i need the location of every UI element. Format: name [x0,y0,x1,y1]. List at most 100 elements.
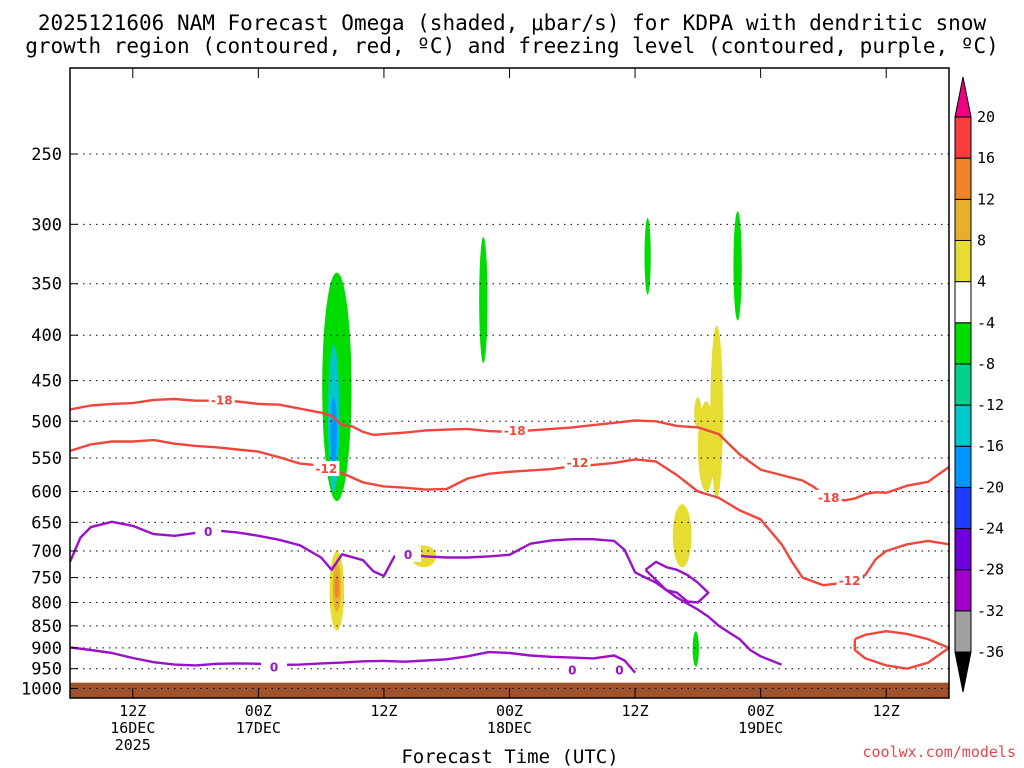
omega-red-core [334,574,339,598]
xtick-label-66-2: 19DEC [738,719,783,737]
ytick-label-900: 900 [31,639,62,659]
contour--18C [69,397,950,502]
ytick-label-850: 850 [31,617,62,637]
xtick-label-18-1: 00Z [245,702,272,720]
colorbar-label-0: -36 [977,643,1004,661]
colorbar-label-13: 20 [977,108,995,126]
xtick-label-42-2: 18DEC [487,719,532,737]
colorbar-label-9: 4 [977,273,986,291]
colorbar-bottom-arrow [954,651,972,693]
contour-label-freezing-upper-1: 0 [404,548,412,562]
contour-label--18C-0: -18 [211,394,233,408]
xtick-label-30-1: 12Z [370,702,397,720]
contour-label-bg-freezing-upper-2 [606,662,633,678]
colorbar-label-7: -8 [977,355,995,373]
colorbar-box-2 [954,528,972,571]
colorbar-label-6: -12 [977,396,1004,414]
contour-label--18C-2: -18 [818,491,840,505]
colorbar-label-1: -32 [977,602,1004,620]
colorbar-label-10: 8 [977,231,986,249]
ytick-label-300: 300 [31,215,62,235]
omega-yellow-6 [710,325,723,498]
plot-frame [69,67,950,699]
contour-label-bg-freezing-upper-0 [195,523,222,539]
omega-green-5 [692,631,699,667]
contour-label-freezing-lower-1: 0 [568,664,576,678]
colorbar-box-4 [954,445,972,488]
chart-title-line2: growth region (contoured, red, ºC) and f… [25,34,999,58]
contour-label-bg-freezing-lower-1 [559,662,586,678]
contour-label-freezing-upper-2: 0 [615,664,623,678]
omega-yellow-5 [672,504,692,568]
ytick-label-550: 550 [31,449,62,469]
credit-text: coolwx.com/models [862,743,1016,761]
colorbar-label-4: -20 [977,478,1004,496]
ytick-label-700: 700 [31,542,62,562]
colorbar: -36 -32 -28 -24 -20 -16 -12 -8 -4 4 8 12 16 20 [954,76,1004,693]
colorbar-box-11 [954,157,972,200]
colorbar-box-8 [954,281,972,324]
colorbar-box-5 [954,404,972,447]
omega-blue-core [330,397,337,465]
ytick-label-450: 450 [31,372,62,392]
colorbar-label-3: -24 [977,520,1004,538]
contour-label-bg--12C-1 [564,454,591,470]
xtick-label-66-1: 00Z [747,702,774,720]
chart-title-line1: 2025121606 NAM Forecast Omega (shaded, μ… [38,11,987,35]
colorbar-box-12 [954,116,972,159]
colorbar-label-2: -28 [977,561,1004,579]
xtick-label-6-2: 16DEC [110,719,155,737]
colorbar-box-1 [954,569,972,612]
omega-green-3 [644,217,651,295]
contour-label--12C-2: -12 [839,574,861,588]
colorbar-box-9 [954,239,972,283]
ytick-label-400: 400 [31,326,62,346]
colorbar-top-arrow [954,76,972,118]
ytick-label-350: 350 [31,275,62,295]
contour-label-bg--18C-1 [501,423,528,439]
contour-freezing-loop [644,560,710,604]
colorbar-label-12: 16 [977,149,995,167]
omega-yellow-3 [697,401,715,492]
ytick-label-750: 750 [31,569,62,589]
xtick-label-78-1: 12Z [873,702,900,720]
omega-yellow-4 [694,397,702,429]
colorbar-box-3 [954,486,972,530]
colorbar-label-11: 12 [977,190,995,208]
ytick-label-500: 500 [31,412,62,432]
xtick-label-54-1: 12Z [622,702,649,720]
contour-label-bg--18C-0 [208,392,235,408]
colorbar-box-10 [954,198,972,241]
contour-label--18C-1: -18 [504,424,526,438]
colorbar-box-0 [954,610,972,653]
ytick-label-1000: 1000 [21,679,62,699]
contour-label--12C-0: -12 [316,462,338,476]
xtick-label-42-1: 00Z [496,702,523,720]
omega-shading-layer [322,211,742,667]
xtick-label-6-3: 2025 [115,736,151,754]
pressure-grid [70,153,949,689]
contour--12C [69,438,950,587]
xtick-label-6-1: 12Z [119,702,146,720]
contour-label-bg--12C-2 [836,573,863,589]
contour-label-bg-freezing-lower-0 [261,659,288,675]
omega-green-4 [733,211,742,321]
xtick-label-18-2: 17DEC [236,719,281,737]
x-axis-label: Forecast Time (UTC) [401,746,618,768]
contour-label-freezing-lower-0: 0 [270,660,278,674]
ytick-label-250: 250 [31,145,62,165]
ytick-label-650: 650 [31,513,62,533]
pressure-axis: 250 300 350 400 450 500 550 600 650 700 750 800 8509… [21,145,78,699]
ytick-label-800: 800 [31,593,62,613]
contour-label-freezing-upper-0: 0 [204,525,212,539]
contour-label-bg--12C-0 [313,461,340,477]
contour-label--12C-1: -12 [567,456,589,470]
colorbar-label-8: -4 [977,314,995,332]
contour--18C-closed [853,630,951,670]
contour-label-bg-freezing-upper-1 [394,546,421,562]
omega-green-2 [479,236,488,364]
ytick-label-600: 600 [31,483,62,503]
colorbar-box-7 [954,322,972,365]
